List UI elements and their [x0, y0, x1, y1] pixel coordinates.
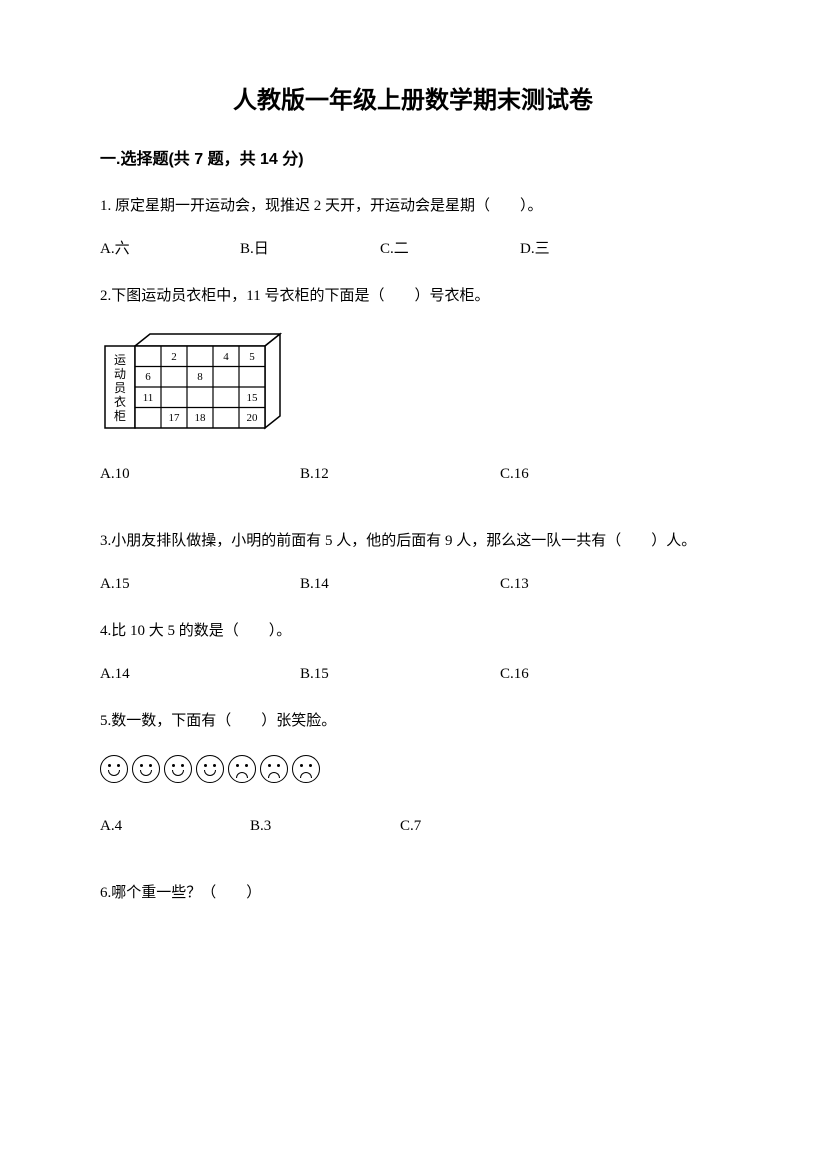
question-5-options: A.4 B.3 C.7	[100, 813, 726, 840]
q2-option-a: A.10	[100, 461, 300, 488]
svg-text:6: 6	[145, 371, 151, 383]
question-4-text: 4.比 10 大 5 的数是（ ）。	[100, 618, 726, 645]
svg-text:员: 员	[114, 381, 126, 395]
locker-diagram: 运 动 员 衣 柜 2 4 5 6 8 11 15 17 18	[100, 326, 726, 441]
question-2-options: A.10 B.12 C.16	[100, 461, 726, 488]
svg-text:4: 4	[223, 351, 229, 363]
q3-option-b: B.14	[300, 571, 500, 598]
svg-text:2: 2	[171, 351, 177, 363]
smiley-face-icon	[100, 755, 128, 783]
svg-text:8: 8	[197, 371, 203, 383]
question-1-options: A.六 B.日 C.二 D.三	[100, 236, 726, 263]
question-4: 4.比 10 大 5 的数是（ ）。 A.14 B.15 C.16	[100, 618, 726, 688]
question-4-options: A.14 B.15 C.16	[100, 661, 726, 688]
smiley-face-icon	[164, 755, 192, 783]
q2-option-b: B.12	[300, 461, 500, 488]
sad-face-icon	[292, 755, 320, 783]
q5-option-a: A.4	[100, 813, 250, 840]
q1-option-b: B.日	[240, 236, 380, 263]
svg-text:18: 18	[195, 412, 207, 424]
svg-text:5: 5	[249, 351, 255, 363]
question-1-text: 1. 原定星期一开运动会，现推迟 2 天开，开运动会是星期（ ）。	[100, 193, 726, 220]
q5-option-b: B.3	[250, 813, 400, 840]
section-header: 一.选择题(共 7 题，共 14 分)	[100, 145, 726, 169]
q5-option-c: C.7	[400, 813, 550, 840]
question-2: 2.下图运动员衣柜中，11 号衣柜的下面是（ ）号衣柜。 运 动 员 衣 柜	[100, 283, 726, 488]
q1-option-d: D.三	[520, 236, 660, 263]
question-3-options: A.15 B.14 C.13	[100, 571, 726, 598]
sad-face-icon	[228, 755, 256, 783]
question-6: 6.哪个重一些？（ ）	[100, 880, 726, 907]
question-3-text: 3.小朋友排队做操，小明的前面有 5 人，他的后面有 9 人，那么这一队一共有（…	[100, 528, 726, 555]
svg-text:动: 动	[114, 367, 126, 381]
faces-row	[100, 755, 726, 783]
q3-option-c: C.13	[500, 571, 700, 598]
question-5-text: 5.数一数，下面有（ ）张笑脸。	[100, 708, 726, 735]
svg-text:11: 11	[143, 392, 154, 404]
q3-option-a: A.15	[100, 571, 300, 598]
page-title: 人教版一年级上册数学期末测试卷	[100, 80, 726, 115]
smiley-face-icon	[196, 755, 224, 783]
q4-option-a: A.14	[100, 661, 300, 688]
question-1: 1. 原定星期一开运动会，现推迟 2 天开，开运动会是星期（ ）。 A.六 B.…	[100, 193, 726, 263]
question-5: 5.数一数，下面有（ ）张笑脸。 A.4 B.3 C.7	[100, 708, 726, 840]
svg-text:20: 20	[247, 412, 259, 424]
svg-text:衣: 衣	[114, 394, 126, 409]
svg-text:15: 15	[247, 392, 259, 404]
svg-text:运: 运	[114, 353, 126, 367]
svg-text:柜: 柜	[114, 409, 126, 423]
sad-face-icon	[260, 755, 288, 783]
q4-option-c: C.16	[500, 661, 700, 688]
question-3: 3.小朋友排队做操，小明的前面有 5 人，他的后面有 9 人，那么这一队一共有（…	[100, 528, 726, 598]
q1-option-a: A.六	[100, 236, 240, 263]
smiley-face-icon	[132, 755, 160, 783]
question-6-text: 6.哪个重一些？（ ）	[100, 880, 726, 907]
question-2-text: 2.下图运动员衣柜中，11 号衣柜的下面是（ ）号衣柜。	[100, 283, 726, 310]
q2-option-c: C.16	[500, 461, 700, 488]
q1-option-c: C.二	[380, 236, 520, 263]
svg-text:17: 17	[169, 412, 181, 424]
q4-option-b: B.15	[300, 661, 500, 688]
